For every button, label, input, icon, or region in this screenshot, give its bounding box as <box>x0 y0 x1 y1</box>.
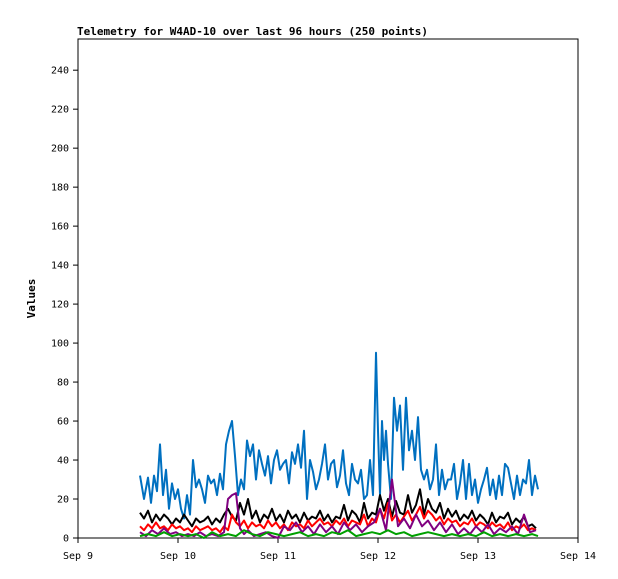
x-tick-label: Sep 10 <box>160 551 196 562</box>
chart-title: Telemetry for W4AD-10 over last 96 hours… <box>77 25 428 38</box>
y-tick-label: 220 <box>51 105 69 116</box>
y-tick-label: 80 <box>57 378 69 389</box>
y-tick-label: 20 <box>57 495 69 506</box>
y-tick-label: 180 <box>51 183 69 194</box>
y-tick-label: 60 <box>57 417 69 428</box>
y-tick-label: 240 <box>51 66 69 77</box>
y-tick-label: 160 <box>51 222 69 233</box>
series-line-1 <box>139 351 539 520</box>
y-tick-label: 0 <box>63 534 69 545</box>
y-tick-label: 200 <box>51 144 69 155</box>
x-tick-label: Sep 12 <box>360 551 396 562</box>
y-axis-label: Values <box>25 279 38 319</box>
y-tick-label: 40 <box>57 456 69 467</box>
x-axis-ticks: Sep 9 Sep 10 Sep 11 Sep 12 Sep 13 Sep 14 <box>63 538 596 562</box>
x-tick-label: Sep 9 <box>63 551 93 562</box>
x-tick-label: Sep 13 <box>460 551 496 562</box>
y-tick-label: 140 <box>51 261 69 272</box>
series-line-2 <box>139 488 537 530</box>
plot-frame <box>77 38 579 539</box>
y-tick-label: 120 <box>51 300 69 311</box>
y-axis-ticks: 0 20 40 60 80 100 120 140 160 180 200 220 240 <box>51 66 78 545</box>
y-tick-label: 100 <box>51 339 69 350</box>
series-lines <box>139 351 539 539</box>
x-tick-label: Sep 14 <box>560 551 596 562</box>
x-tick-label: Sep 11 <box>260 551 296 562</box>
series-line-3 <box>139 501 537 534</box>
series-line-5 <box>139 529 539 539</box>
